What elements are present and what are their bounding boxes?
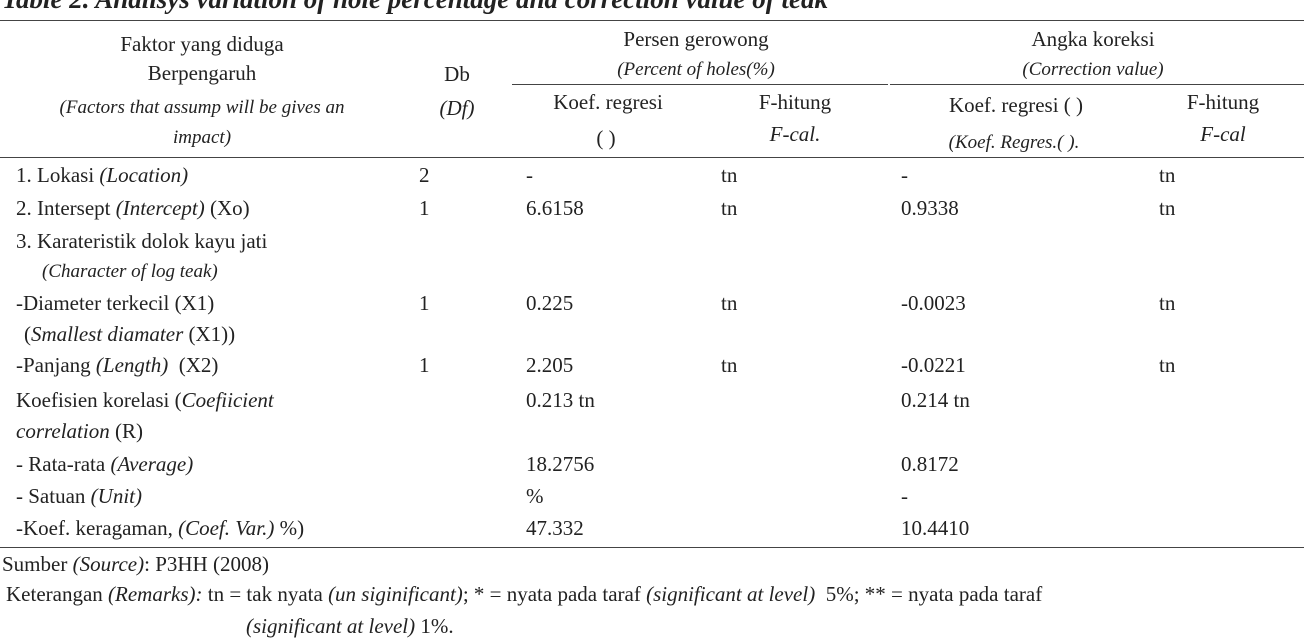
header-bottom-rule xyxy=(0,157,1304,158)
header-fhit1: F-hitung xyxy=(758,90,832,114)
header-group1-sub: (Percent of holes(%) xyxy=(617,59,775,80)
row-fhit2: tn xyxy=(1159,291,1176,315)
row-koef2: 0.9338 xyxy=(901,196,959,220)
table-bottom-rule xyxy=(0,547,1304,548)
remarks-note: Keterangan (Remarks): tn = tak nyata (un… xyxy=(6,582,1043,606)
row-fhit1: tn xyxy=(721,353,738,377)
row-label-cont: correlation (R) xyxy=(16,419,143,443)
row-fhit1: tn xyxy=(721,196,738,220)
row-koef2: 0.8172 xyxy=(901,452,959,476)
row-fhit2: tn xyxy=(1159,196,1176,220)
row-koef1: 47.332 xyxy=(526,516,584,540)
header-group2-label: Angka koreksi xyxy=(1031,27,1155,51)
row-label: - Satuan (Unit) xyxy=(16,484,142,508)
row-koef2: 10.4410 xyxy=(901,516,970,540)
row-db: 1 xyxy=(419,353,430,377)
table-title: Table 2. Analisys variation of hole perc… xyxy=(2,0,828,15)
header-koef1-sub: ( ) xyxy=(596,126,616,150)
header-koef1: Koef. regresi xyxy=(553,90,663,114)
row-db: 1 xyxy=(419,196,430,220)
row-label: -Diameter terkecil (X1) xyxy=(16,291,215,315)
row-koef1: 0.213 tn xyxy=(526,388,595,412)
row-label: 3. Karateristik dolok kayu jati xyxy=(16,229,268,253)
top-rule xyxy=(0,20,1304,21)
row-label: - Rata-rata (Average) xyxy=(16,452,194,476)
group2-rule xyxy=(890,84,1304,85)
header-fhit2: F-hitung xyxy=(1186,90,1260,114)
header-koef2: Koef. regresi ( ) xyxy=(948,93,1084,117)
row-fhit1: tn xyxy=(721,291,738,315)
header-factor-line1: Faktor yang diduga xyxy=(120,32,284,56)
row-fhit2: tn xyxy=(1159,353,1176,377)
row-koef1: 2.205 xyxy=(526,353,574,377)
row-koef1: - xyxy=(526,163,533,187)
header-factor-line3: (Factors that assump will be gives an xyxy=(59,97,345,118)
source-note: Sumber (Source): P3HH (2008) xyxy=(2,552,269,576)
header-factor-line2: Berpengaruh xyxy=(147,61,257,85)
group1-rule xyxy=(512,84,888,85)
header-fcal1: F-cal. xyxy=(769,122,821,146)
remarks-note-cont: (significant at level) 1%. xyxy=(246,614,454,638)
row-fhit1: tn xyxy=(721,163,738,187)
row-koef2: -0.0023 xyxy=(901,291,966,315)
row-db: 1 xyxy=(419,291,430,315)
row-label-en: (Smallest diamater (X1)) xyxy=(24,322,236,346)
row-koef1: % xyxy=(526,484,544,508)
header-fcal2: F-cal xyxy=(1200,122,1246,146)
header-group2-sub: (Correction value) xyxy=(1022,59,1164,80)
row-koef1: 0.225 xyxy=(526,291,574,315)
row-label: -Panjang (Length) (X2) xyxy=(16,353,219,377)
header-koef2-sub: (Koef. Regres.( ). xyxy=(948,132,1080,153)
row-koef2: 0.214 tn xyxy=(901,388,970,412)
row-koef2: - xyxy=(901,163,908,187)
header-factor-line4: impact) xyxy=(172,127,232,148)
row-label: 1. Lokasi (Location) xyxy=(16,163,189,187)
row-label: Koefisien korelasi (Coefiicient xyxy=(16,388,274,412)
row-label-en: (Character of log teak) xyxy=(42,261,218,282)
header-group1-label: Persen gerowong xyxy=(623,27,769,51)
row-koef1: 6.6158 xyxy=(526,196,584,220)
row-label: 2. Intersept (Intercept) (Xo) xyxy=(16,196,250,220)
header-df: (Df) xyxy=(439,96,475,120)
row-label: -Koef. keragaman, (Coef. Var.) %) xyxy=(16,516,305,540)
row-koef2: - xyxy=(901,484,908,508)
row-koef2: -0.0221 xyxy=(901,353,966,377)
header-db: Db xyxy=(444,62,470,86)
row-fhit2: tn xyxy=(1159,163,1176,187)
row-koef1: 18.2756 xyxy=(526,452,595,476)
row-db: 2 xyxy=(419,163,430,187)
